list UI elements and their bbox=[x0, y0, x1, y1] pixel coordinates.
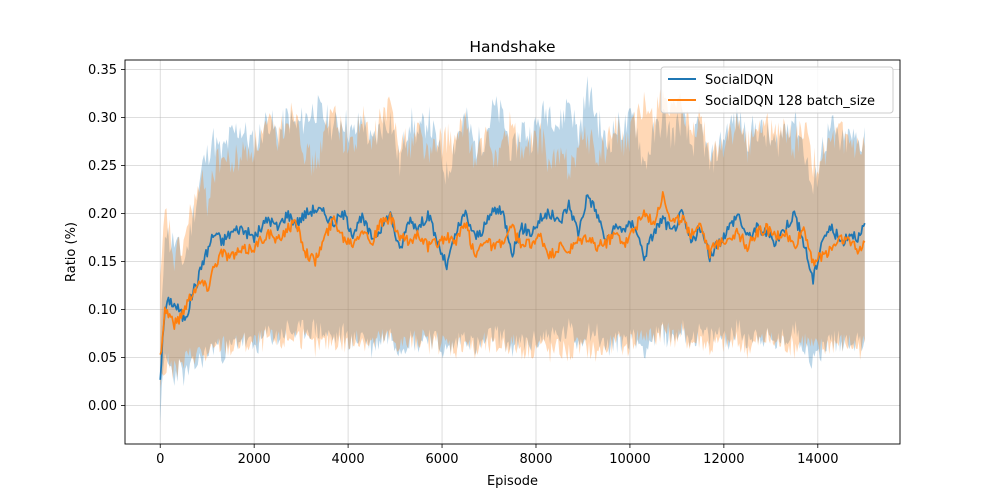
y-tick-label: 0.00 bbox=[88, 399, 117, 414]
y-tick-label: 0.05 bbox=[88, 351, 117, 366]
x-tick-label: 12000 bbox=[703, 452, 744, 467]
x-axis-ticks: 0 2000 4000 6000 8000 10000 12000 14000 bbox=[156, 444, 838, 467]
x-axis-label: Episode bbox=[487, 474, 538, 489]
y-tick-label: 0.10 bbox=[88, 303, 117, 318]
y-tick-label: 0.35 bbox=[88, 63, 117, 78]
confidence-bands bbox=[160, 76, 865, 425]
line-socialdqn-128-batch-size bbox=[159, 191, 866, 355]
x-tick-label: 10000 bbox=[609, 452, 650, 467]
band-socialdqn bbox=[160, 76, 865, 425]
x-tick-label: 6000 bbox=[425, 452, 458, 467]
y-tick-label: 0.20 bbox=[88, 207, 117, 222]
y-tick-label: 0.30 bbox=[88, 111, 117, 126]
x-tick-label: 14000 bbox=[797, 452, 838, 467]
chart-title: Handshake bbox=[469, 38, 555, 56]
series-lines bbox=[159, 191, 866, 380]
legend-label-socialdqn-128-batch-size: SocialDQN 128 batch_size bbox=[705, 94, 875, 109]
y-tick-label: 0.15 bbox=[88, 255, 117, 270]
y-tick-label: 0.25 bbox=[88, 159, 117, 174]
plot-frame bbox=[124, 59, 901, 445]
grid-lines bbox=[125, 60, 900, 444]
x-tick-label: 4000 bbox=[332, 452, 365, 467]
legend: SocialDQN SocialDQN 128 batch_size bbox=[660, 66, 894, 114]
x-tick-label: 8000 bbox=[519, 452, 552, 467]
x-tick-label: 0 bbox=[156, 452, 164, 467]
line-socialdqn bbox=[159, 194, 866, 380]
y-axis-label: Ratio (%) bbox=[64, 222, 79, 282]
x-tick-label: 2000 bbox=[238, 452, 271, 467]
legend-box bbox=[660, 66, 894, 114]
legend-label-socialdqn: SocialDQN bbox=[705, 73, 774, 88]
band-socialdqn-128-batch-size bbox=[160, 89, 865, 389]
y-axis-ticks: 0.00 0.05 0.10 0.15 0.20 0.25 0.30 0.35 bbox=[88, 63, 125, 414]
